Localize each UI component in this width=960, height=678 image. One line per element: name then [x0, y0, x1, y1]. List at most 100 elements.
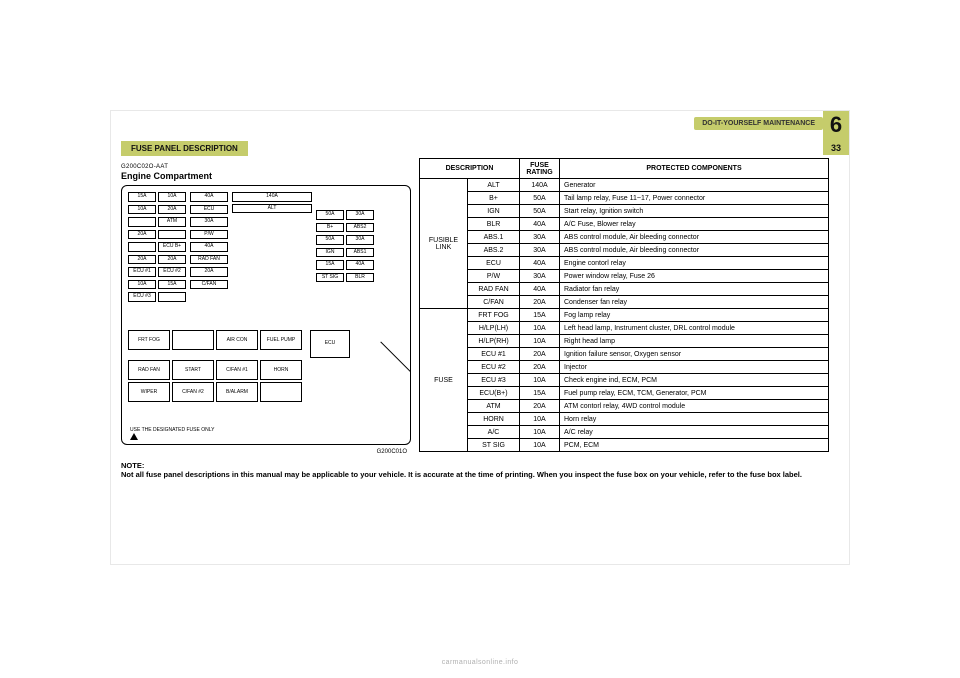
fuse-name-cell: ECU #3 [468, 374, 520, 387]
fuse-box: 30A [190, 217, 228, 227]
table-row: ECU(B+)15AFuel pump relay, ECM, TCM, Gen… [420, 387, 829, 400]
table-row: BLR40AA/C Fuse, Blower relay [420, 218, 829, 231]
protected-cell: Start relay, Ignition switch [560, 205, 829, 218]
watermark: carmanualsonline.info [442, 659, 519, 666]
fuse-name-cell: ABS.2 [468, 244, 520, 257]
fuse-box: BLR [346, 273, 374, 283]
fuse-box: 40A [190, 192, 228, 202]
fuse-box: ABS2 [346, 223, 374, 233]
relay-box: ECU [310, 330, 350, 358]
protected-cell: Condenser fan relay [560, 296, 829, 309]
relay-box: C/FAN #1 [216, 360, 258, 380]
fuse-rating-cell: 10A [520, 374, 560, 387]
fuse-box: 15A [128, 192, 156, 202]
table-row: ECU40AEngine contorl relay [420, 257, 829, 270]
fuse-box: 10A [128, 205, 156, 215]
fuse-name-cell: IGN [468, 205, 520, 218]
table-row: B+50ATail lamp relay, Fuse 11~17, Power … [420, 192, 829, 205]
fuse-box: ECU B+ [158, 242, 186, 252]
fuse-box: P/W [190, 230, 228, 240]
fuse-rating-cell: 30A [520, 244, 560, 257]
fuse-name-cell: ECU [468, 257, 520, 270]
fuse-box: ECU #2 [158, 267, 186, 277]
fuse-name-cell: RAD FAN [468, 283, 520, 296]
fuse-name-cell: ATM [468, 400, 520, 413]
chapter-number: 6 [823, 111, 849, 141]
section-tab: FUSE PANEL DESCRIPTION [121, 141, 248, 156]
fuse-rating-cell: 50A [520, 192, 560, 205]
fuse-name-cell: HORN [468, 413, 520, 426]
fuse-rating-cell: 10A [520, 322, 560, 335]
fuse-name-cell: ECU #1 [468, 348, 520, 361]
protected-cell: PCM, ECM [560, 439, 829, 452]
table-row: RAD FAN40ARadiator fan relay [420, 283, 829, 296]
fuse-name-cell: ALT [468, 179, 520, 192]
relay-box: RAD FAN [128, 360, 170, 380]
figure-ref-code: G200C02O-AAT [121, 164, 411, 170]
th-rating: FUSE RATING [520, 159, 560, 179]
protected-cell: ATM contorl relay, 4WD control module [560, 400, 829, 413]
fuse-name-cell: FRT FOG [468, 309, 520, 322]
table-row: ECU #120AIgnition failure sensor, Oxygen… [420, 348, 829, 361]
protected-cell: A/C relay [560, 426, 829, 439]
fuse-box: 30A [346, 210, 374, 220]
diagram-warning: USE THE DESIGNATED FUSE ONLY [130, 427, 214, 440]
fuse-box: 20A [128, 255, 156, 265]
protected-cell: Injector [560, 361, 829, 374]
protected-cell: Check engine ind, ECM, PCM [560, 374, 829, 387]
fuse-rating-cell: 10A [520, 426, 560, 439]
table-row: ABS.230AABS control module, Air bleeding… [420, 244, 829, 257]
table-row: ST SIG10APCM, ECM [420, 439, 829, 452]
fuse-name-cell: ST SIG [468, 439, 520, 452]
fuse-box: ECU #3 [128, 292, 156, 302]
protected-cell: A/C Fuse, Blower relay [560, 218, 829, 231]
top-bar: DO-IT-YOURSELF MAINTENANCE [111, 111, 849, 135]
table-row: IGN50AStart relay, Ignition switch [420, 205, 829, 218]
th-description: DESCRIPTION [420, 159, 520, 179]
table-row: ECU #220AInjector [420, 361, 829, 374]
protected-cell: Horn relay [560, 413, 829, 426]
fuse-name-cell: ECU(B+) [468, 387, 520, 400]
fuse-rating-cell: 20A [520, 400, 560, 413]
protected-cell: Radiator fan relay [560, 283, 829, 296]
table-row: P/W30APower window relay, Fuse 26 [420, 270, 829, 283]
table-row: H/LP(LH)10ALeft head lamp, Instrument cl… [420, 322, 829, 335]
fuse-rating-cell: 10A [520, 439, 560, 452]
right-rail: 6 33 [823, 111, 849, 155]
fuse-rating-cell: 30A [520, 270, 560, 283]
fuse-box: RAD FAN [190, 255, 228, 265]
fuse-box: 20A [128, 230, 156, 240]
fuse-box [158, 292, 186, 302]
diagram-col-d: 50A30A B+ABS2 50A30A IGNABS1 15A40A ST S… [316, 210, 374, 326]
table-row: FUSEFRT FOG15AFog lamp relay [420, 309, 829, 322]
fuse-rating-cell: 15A [520, 387, 560, 400]
fuse-name-cell: C/FAN [468, 296, 520, 309]
page-number: 33 [823, 141, 849, 155]
protected-cell: Power window relay, Fuse 26 [560, 270, 829, 283]
table-row: H/LP(RH)10ARight head lamp [420, 335, 829, 348]
diagram-col-a: 15A10A 10A20A ATM 20A ECU B+ 20A20A ECU … [128, 192, 186, 326]
protected-cell: Left head lamp, Instrument cluster, DRL … [560, 322, 829, 335]
fuse-name-cell: ABS.1 [468, 231, 520, 244]
diagram-col-c: 140A ALT [232, 192, 312, 326]
fuse-rating-cell: 10A [520, 413, 560, 426]
relay-box: START [172, 360, 214, 380]
manual-page: 6 33 DO-IT-YOURSELF MAINTENANCE FUSE PAN… [110, 110, 850, 565]
fuse-box: ALT [232, 204, 312, 214]
fuse-table: DESCRIPTION FUSE RATING PROTECTED COMPON… [419, 158, 829, 452]
fuse-box: 20A [190, 267, 228, 277]
section-right-label: DO-IT-YOURSELF MAINTENANCE [694, 117, 823, 130]
fuse-rating-cell: 50A [520, 205, 560, 218]
table-row: FUSIBLE LINKALT140AGenerator [420, 179, 829, 192]
relay-box: FUEL PUMP [260, 330, 302, 350]
figure-code: G200C01O [121, 449, 407, 455]
relay-box: FRT FOG [128, 330, 170, 350]
fuse-name-cell: H/LP(LH) [468, 322, 520, 335]
fuse-box: 50A [316, 210, 344, 220]
fuse-box [128, 217, 156, 227]
table-row: ECU #310ACheck engine ind, ECM, PCM [420, 374, 829, 387]
group-cell: FUSIBLE LINK [420, 179, 468, 309]
table-row: A/C10AA/C relay [420, 426, 829, 439]
relay-box: HORN [260, 360, 302, 380]
fuse-name-cell: H/LP(RH) [468, 335, 520, 348]
